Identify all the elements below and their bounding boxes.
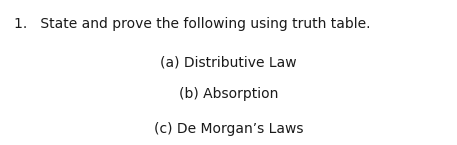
Text: (b) Absorption: (b) Absorption [179,87,278,101]
Text: 1.   State and prove the following using truth table.: 1. State and prove the following using t… [14,17,370,31]
Text: (a) Distributive Law: (a) Distributive Law [160,55,297,69]
Text: (c) De Morgan’s Laws: (c) De Morgan’s Laws [154,122,303,136]
